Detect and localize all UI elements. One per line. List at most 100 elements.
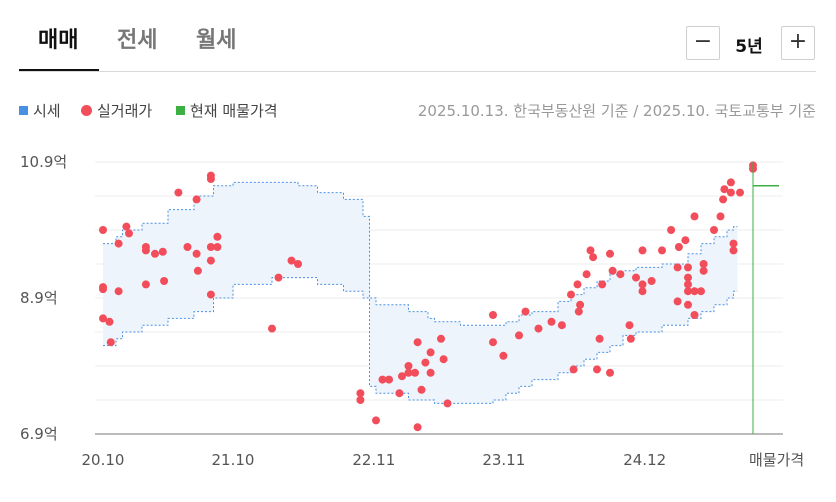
transaction-point: [404, 362, 413, 370]
transaction-point: [684, 300, 692, 309]
transaction-point: [674, 243, 683, 251]
transaction-point: [716, 212, 725, 221]
transaction-point: [437, 334, 445, 343]
transaction-point: [606, 368, 614, 377]
x-tick-label: 매물가격: [749, 451, 804, 469]
transaction-point: [206, 243, 215, 251]
transaction-point: [287, 256, 296, 265]
transaction-point: [729, 246, 738, 255]
transaction-point: [684, 263, 692, 272]
transaction-point: [586, 246, 595, 255]
tab-sale[interactable]: 매매: [38, 28, 79, 53]
x-tick-label: 22.11: [352, 451, 395, 469]
transaction-point: [534, 324, 543, 333]
transaction-point: [356, 396, 365, 404]
transaction-point: [183, 243, 192, 251]
legend-item-listing-price: 현재 매물가격: [176, 100, 278, 121]
transaction-point: [699, 266, 708, 275]
transaction-point: [576, 300, 585, 309]
market-price-swatch-icon: [19, 106, 28, 115]
transaction-point: [105, 317, 114, 326]
deal-type-tabs: 매매 전세 월세: [0, 0, 816, 72]
transaction-point: [206, 290, 215, 299]
transaction-point: [151, 249, 159, 258]
transaction-point: [593, 365, 601, 374]
transaction-point: [141, 280, 150, 289]
transaction-point: [684, 273, 692, 282]
tabs-divider: [19, 71, 816, 72]
actual-transaction-swatch-icon: [81, 105, 92, 116]
transaction-point: [638, 287, 647, 296]
transaction-point: [667, 226, 676, 234]
transaction-point: [719, 195, 728, 204]
x-tick-label: 21.10: [212, 451, 255, 469]
x-tick-label: 24.12: [623, 451, 666, 469]
x-tick-label: 20.10: [82, 451, 125, 469]
transaction-point: [404, 368, 413, 377]
transaction-point: [569, 365, 578, 374]
y-tick-label: 6.9억: [20, 425, 58, 443]
y-tick-label: 8.9억: [20, 289, 58, 307]
transaction-point: [658, 246, 666, 255]
price-chart: 10.9억 8.9억 6.9억 20.10 21.10 22.11 23.11 24.12 매물…: [20, 153, 804, 469]
transaction-point: [106, 338, 115, 347]
transaction-point: [690, 311, 699, 319]
transaction-point: [489, 338, 497, 347]
period-decrease-button[interactable]: −: [686, 26, 720, 60]
tab-monthly-rent[interactable]: 월세: [196, 28, 237, 53]
period-value: 5년: [735, 37, 763, 57]
transaction-point: [710, 226, 718, 234]
transaction-point: [213, 243, 222, 251]
transaction-point: [99, 314, 107, 323]
transaction-point: [589, 253, 598, 262]
transaction-point: [372, 416, 380, 425]
transaction-point: [638, 280, 647, 289]
transaction-point: [684, 287, 692, 296]
transaction-point: [174, 188, 183, 197]
transaction-point: [385, 375, 393, 384]
transaction-point: [160, 277, 169, 285]
transaction-point: [681, 236, 690, 245]
transaction-point: [411, 368, 419, 377]
transaction-point: [413, 423, 422, 432]
transaction-point: [606, 249, 614, 258]
transaction-point: [417, 385, 426, 394]
transaction-point: [567, 290, 575, 299]
transaction-point: [398, 372, 406, 381]
transaction-point: [608, 266, 617, 275]
period-increase-button[interactable]: +: [781, 26, 815, 60]
transaction-point: [726, 188, 735, 197]
transaction-point: [413, 338, 422, 347]
transaction-point: [378, 375, 387, 384]
transaction-point: [122, 222, 131, 231]
transaction-point: [294, 260, 302, 268]
transaction-point: [684, 280, 692, 289]
transaction-point: [213, 232, 222, 241]
transaction-point: [395, 389, 404, 398]
y-tick-label: 10.9억: [20, 153, 67, 171]
transaction-point: [690, 287, 699, 296]
tab-jeonse[interactable]: 전세: [117, 28, 158, 53]
transaction-point: [616, 270, 625, 279]
transaction-point: [557, 321, 566, 330]
transaction-point: [515, 331, 523, 340]
transaction-point: [729, 239, 738, 248]
transaction-point: [268, 324, 276, 333]
transaction-point: [673, 263, 682, 272]
transaction-point: [489, 311, 497, 319]
data-source-basis: 2025.10.13. 한국부동산원 기준 / 2025.10. 국토교통부 기…: [417, 102, 816, 120]
transaction-point: [726, 178, 735, 187]
transaction-point: [426, 368, 435, 377]
transaction-point: [141, 246, 150, 255]
transaction-point: [158, 247, 167, 256]
transaction-point: [547, 317, 556, 326]
transaction-point: [699, 260, 708, 268]
transaction-point: [595, 334, 604, 343]
transaction-point: [499, 351, 508, 360]
transaction-point: [626, 334, 635, 343]
transaction-point: [206, 175, 215, 183]
transaction-point: [125, 229, 133, 238]
transaction-point: [690, 212, 699, 221]
transaction-point: [439, 355, 448, 364]
transaction-point: [632, 273, 640, 282]
